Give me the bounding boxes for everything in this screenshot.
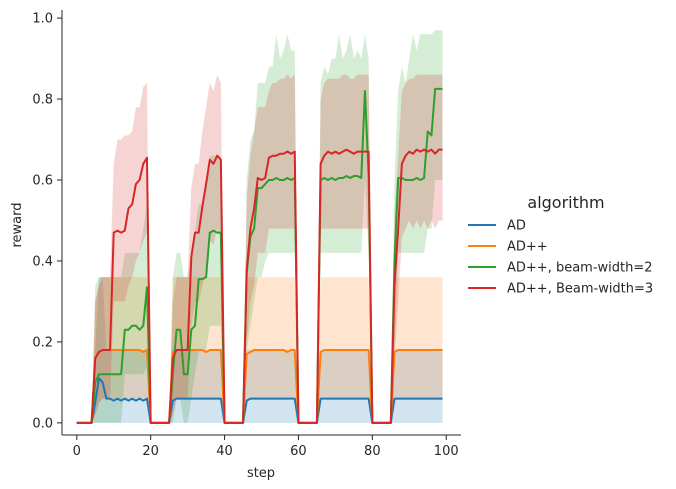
x-tick-label: 100 (434, 444, 459, 459)
y-tick-label: 0.0 (32, 416, 53, 431)
x-tick-label: 0 (73, 444, 81, 459)
line-ad-beam-width-3 (76, 148, 443, 424)
y-axis-label: reward (10, 202, 25, 247)
legend: algorithm AD AD++ AD++, beam-width=2 AD++, … (468, 193, 653, 297)
y-tick-label: 0.8 (32, 93, 53, 108)
legend-label-ad-beam-width-2: AD++, beam-width=2 (507, 261, 653, 276)
x-axis-label: step (247, 466, 275, 481)
y-tick-label: 1.0 (32, 12, 53, 27)
series-lines (76, 87, 443, 424)
x-tick-label: 60 (290, 444, 307, 459)
legend-label-ad: AD (507, 219, 526, 234)
band-ad-beam-width-3 (76, 74, 443, 423)
x-ticks: 0 20 40 60 80 100 (73, 435, 459, 459)
x-tick-label: 40 (216, 444, 233, 459)
x-tick-label: 20 (142, 444, 159, 459)
y-tick-label: 0.2 (32, 335, 53, 350)
y-tick-label: 0.4 (32, 254, 53, 269)
legend-label-ad-beam-width-3: AD++, Beam-width=3 (507, 282, 653, 297)
y-tick-label: 0.6 (32, 174, 53, 189)
y-ticks: 0.0 0.2 0.4 0.6 0.8 1.0 (32, 12, 62, 431)
legend-label-ad: AD++ (507, 240, 548, 255)
x-tick-label: 80 (364, 444, 381, 459)
band-ad-beam-width-2 (76, 30, 443, 423)
legend-title: algorithm (527, 193, 604, 212)
